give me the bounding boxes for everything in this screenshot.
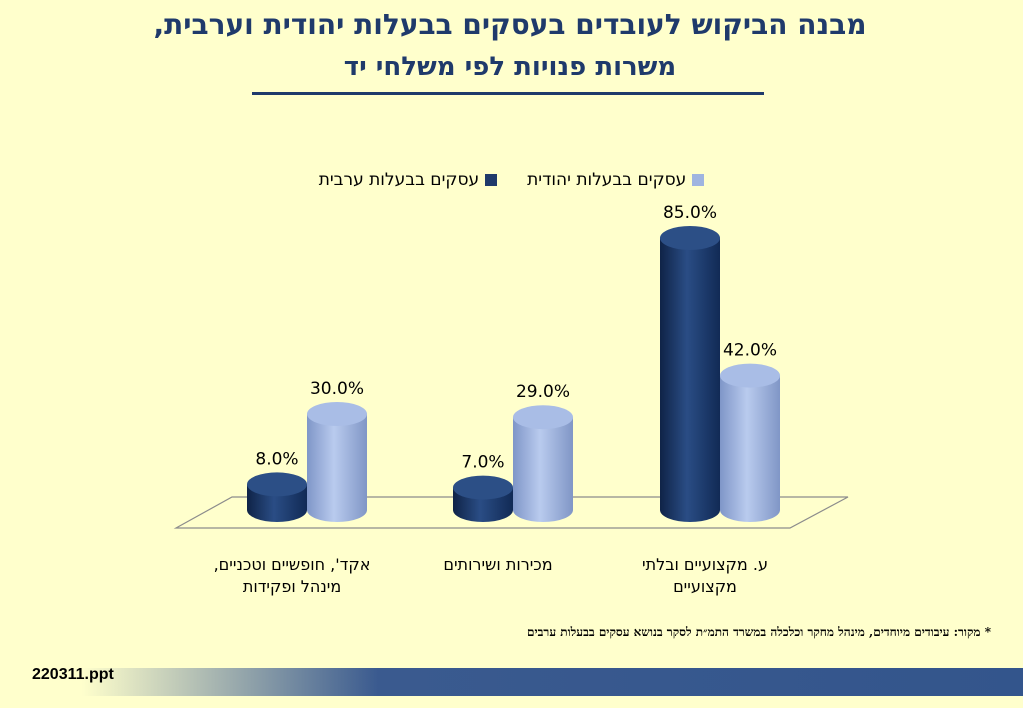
legend-item-jewish: עסקים בבעלות יהודית — [527, 170, 705, 190]
title-line-1: מבנה הביקוש לעובדים בעסקים בבעלות יהודית… — [153, 8, 867, 41]
legend-label-arab: עסקים בבעלות ערבית — [318, 170, 480, 190]
bar-chart: 85.0% 42.0% 7.0% 29.0% 8.0% 30.0% ע. מקצועיים… — [173, 203, 849, 596]
bar-top — [513, 405, 573, 430]
legend-label-jewish: עסקים בבעלות יהודית — [527, 170, 687, 190]
bar-top — [453, 475, 513, 500]
bar-top — [660, 226, 720, 250]
data-label: 85.0% — [663, 203, 717, 223]
bar-arab-2 — [247, 472, 307, 522]
data-label: 42.0% — [723, 341, 777, 361]
bar-body — [513, 417, 573, 522]
bar-jewish-0 — [720, 363, 780, 522]
category-label: מקצועיים — [673, 577, 737, 596]
bar-jewish-1 — [513, 405, 573, 522]
category-label: אקד', חופשיים וטכניים, — [214, 555, 371, 574]
legend-item-arab: עסקים בבעלות ערבית — [318, 170, 498, 190]
bar-body — [720, 375, 780, 522]
bar-top — [720, 363, 780, 388]
bar-top — [307, 402, 367, 426]
title-underline — [252, 92, 764, 95]
chart-legend: עסקים בבעלות יהודית עסקים בבעלות ערבית — [0, 170, 1023, 190]
bar-arab-0 — [660, 226, 720, 522]
category-label: מכירות ושירותים — [443, 555, 552, 574]
bottom-bar — [0, 668, 1023, 696]
legend-swatch-arab — [485, 174, 498, 186]
category-label: ע. מקצועיים ובלתי — [642, 555, 768, 574]
file-label: 220311.ppt — [32, 666, 114, 683]
bar-top — [247, 472, 307, 497]
bar-body — [660, 238, 720, 522]
data-label: 29.0% — [516, 382, 570, 402]
chart-floor — [173, 496, 849, 529]
bar-jewish-2 — [307, 402, 367, 522]
data-label: 30.0% — [310, 379, 364, 399]
title-line-2: משרות פנויות לפי משלחי יד — [343, 52, 677, 82]
source-footnote: * מקור: עיבודים מיוחדים, מינהל מחקר וכלכ… — [527, 625, 991, 639]
data-label: 7.0% — [461, 453, 504, 473]
bar-body — [307, 414, 367, 522]
legend-swatch-jewish — [692, 174, 705, 186]
data-label: 8.0% — [255, 449, 298, 469]
bar-arab-1 — [453, 475, 513, 522]
category-label: מינהל ופקידות — [243, 577, 341, 596]
